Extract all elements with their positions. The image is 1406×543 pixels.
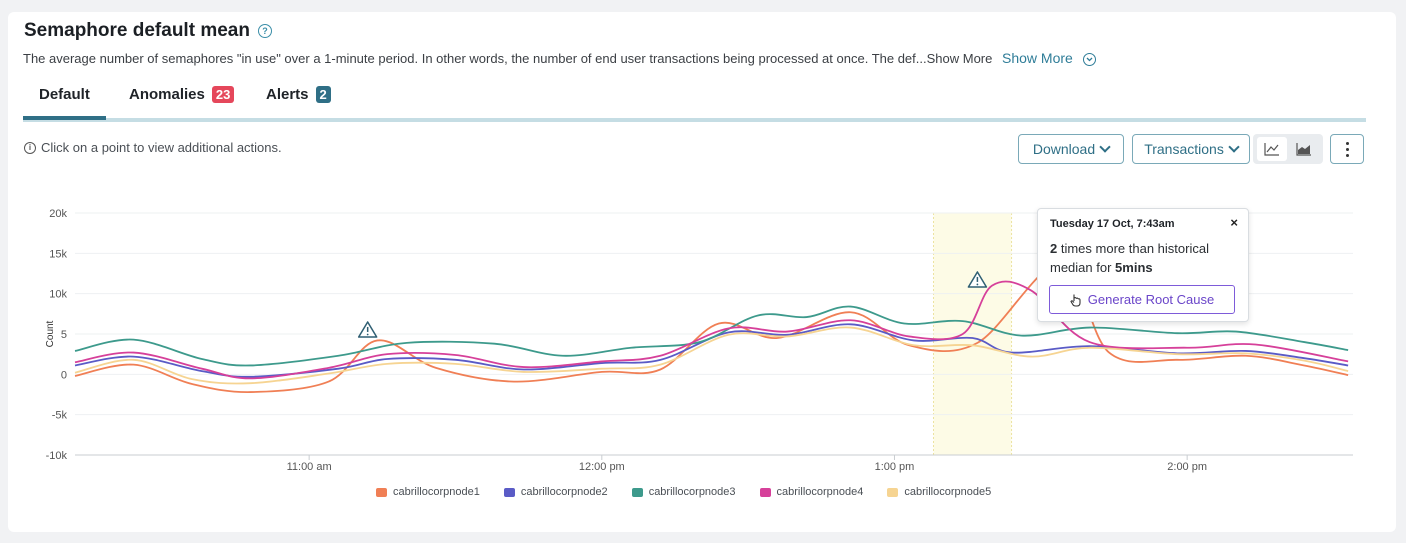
x-tick-label: 2:00 pm [1167,461,1207,473]
y-axis-label: Count [45,320,56,347]
title-row: Semaphore default mean ? [24,20,272,42]
help-icon[interactable]: ? [257,24,272,38]
legend-item-cabrillocorpnode4[interactable]: cabrillocorpnode4 [759,486,864,498]
generate-root-cause-button[interactable]: Generate Root Cause [1049,285,1235,314]
download-button[interactable]: Download [1018,134,1124,164]
tab-default-label: Default [39,86,90,103]
chevron-down-icon [1082,52,1096,66]
legend-swatch [887,487,899,497]
kebab-dot [1345,153,1349,157]
generate-root-cause-label: Generate Root Cause [1087,292,1215,307]
hand-pointer-icon [1070,294,1081,307]
anomalies-count-badge: 23 [211,86,235,103]
close-icon[interactable]: × [1230,215,1238,230]
area-chart-view-button[interactable] [1289,137,1319,161]
description: The average number of semaphores "in use… [23,50,1096,66]
warning-icon-dot [976,283,979,286]
tab-anomalies-label: Anomalies [129,86,205,103]
show-more-label: Show More [1002,50,1073,66]
tab-default[interactable]: Default [23,86,106,120]
y-tick-label: 15k [49,248,67,260]
transactions-dropdown[interactable]: Transactions [1132,134,1250,164]
chart-legend: cabrillocorpnode1 cabrillocorpnode2 cabril… [376,486,991,498]
x-tick-label: 11:00 am [287,461,332,473]
show-more-link[interactable]: Show More [1002,50,1096,66]
y-tick-label: 0 [61,369,67,381]
legend-item-cabrillocorpnode3[interactable]: cabrillocorpnode3 [631,486,736,498]
x-tick-label: 1:00 pm [875,461,915,473]
x-tick-label: 12:00 pm [579,461,625,473]
legend-label: cabrillocorpnode3 [648,486,736,498]
legend-swatch [376,487,387,497]
series-line-cabrillocorpnode5 [74,326,1349,385]
series-line-cabrillocorpnode1 [74,262,1349,393]
y-tick-label: -5k [52,410,68,422]
line-chart-icon [1264,143,1279,156]
tooltip-multiplier: 2 [1050,241,1058,256]
tooltip-message: 2 times more than historical median for … [1050,239,1240,277]
area-chart-icon [1296,143,1311,156]
kebab-dot [1345,141,1349,145]
kebab-dot [1345,147,1349,151]
tab-anomalies[interactable]: Anomalies 23 [129,86,235,103]
legend-swatch [631,487,643,497]
chart-view-toggle [1253,134,1323,164]
more-options-button[interactable] [1330,134,1364,164]
tooltip-duration: 5mins [1115,260,1153,275]
legend-label: cabrillocorpnode4 [776,486,864,498]
line-chart-view-button[interactable] [1257,137,1287,161]
legend-label: cabrillocorpnode1 [393,486,480,498]
series-line-cabrillocorpnode4 [74,280,1349,380]
series-line-cabrillocorpnode3 [74,305,1349,367]
legend-item-cabrillocorpnode1[interactable]: cabrillocorpnode1 [376,486,480,498]
chart-hint: i Click on a point to view additional ac… [24,140,282,155]
tooltip-text: times more than historical median for [1050,241,1209,275]
hint-text: Click on a point to view additional acti… [41,140,282,155]
y-tick-label: 10k [49,289,67,301]
legend-label: cabrillocorpnode2 [520,486,608,498]
legend-item-cabrillocorpnode5[interactable]: cabrillocorpnode5 [887,486,991,498]
description-text: The average number of semaphores "in use… [23,51,993,66]
tooltip-date: Tuesday 17 Oct, 7:43am [1050,218,1175,230]
anomaly-tooltip: Tuesday 17 Oct, 7:43am × 2 times more th… [1037,208,1249,322]
info-icon: i [24,141,36,154]
tab-alerts-label: Alerts [266,86,309,103]
tab-alerts[interactable]: Alerts 2 [266,86,331,103]
alerts-count-badge: 2 [315,86,331,103]
page-title: Semaphore default mean [24,20,250,41]
legend-item-cabrillocorpnode2[interactable]: cabrillocorpnode2 [503,486,608,498]
legend-swatch [503,487,515,497]
tab-bar: Default Anomalies 23 Alerts 2 [23,80,1366,122]
legend-label: cabrillocorpnode5 [904,486,992,498]
download-label: Download [1032,141,1096,157]
warning-icon-dot [366,333,369,336]
y-tick-label: 20k [49,208,67,220]
y-tick-label: -10k [46,450,68,462]
transactions-label: Transactions [1144,141,1224,157]
y-tick-label: 5 [61,329,67,341]
legend-swatch [759,487,771,497]
